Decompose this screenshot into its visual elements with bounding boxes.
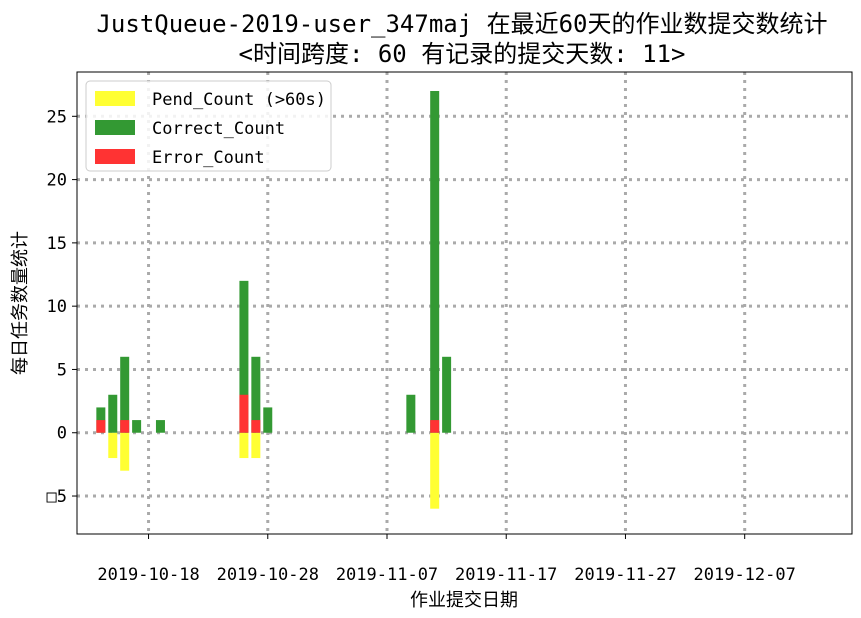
legend-swatch xyxy=(95,149,135,164)
bar-pend-2019-10-26 xyxy=(239,432,249,459)
bar-error-2019-10-26 xyxy=(239,394,249,433)
y-tick-label: 10 xyxy=(47,297,67,317)
y-tick-label: □5 xyxy=(47,487,67,507)
bars xyxy=(96,90,452,509)
x-tick-label: 2019-12-07 xyxy=(694,565,796,585)
bar-pend-2019-10-16 xyxy=(120,432,130,471)
x-tick-label: 2019-10-18 xyxy=(97,565,199,585)
x-axis-label: 作业提交日期 xyxy=(410,590,518,611)
bar-error-2019-10-14 xyxy=(96,420,106,433)
x-tick-label: 2019-11-27 xyxy=(574,565,676,585)
chart-title-line-2: <时间跨度: 60 有记录的提交天数: 11> xyxy=(239,40,686,68)
bar-correct-2019-11-11 xyxy=(430,90,440,433)
chart-title-line-1: JustQueue-2019-user_347maj 在最近60天的作业数提交数… xyxy=(96,10,827,38)
legend-label: Correct_Count xyxy=(152,119,285,139)
legend-box xyxy=(85,80,332,172)
y-tick-label: 20 xyxy=(47,171,67,191)
bar-pend-2019-10-15 xyxy=(108,432,118,459)
axis-ticks: □5 0 5 10 15 20 25 2019-10-18 2019-10-28 2019-11-… xyxy=(47,107,796,585)
bar-correct-2019-10-15 xyxy=(108,394,118,433)
bar-correct-2019-10-26 xyxy=(239,280,249,433)
bar-pend-2019-11-11 xyxy=(430,432,440,509)
legend-swatch xyxy=(95,120,135,135)
x-tick-label: 2019-11-07 xyxy=(336,565,438,585)
legend-label: Error_Count xyxy=(152,148,265,168)
plot-frame xyxy=(76,71,853,535)
y-tick-label: 5 xyxy=(57,360,67,380)
bar-correct-2019-10-16 xyxy=(120,356,130,433)
y-tick-label: 15 xyxy=(47,234,67,254)
bar-error-2019-11-11 xyxy=(430,420,440,433)
legend: Pend_Count (>60s) Correct_Count Error_Coun… xyxy=(85,80,332,172)
bar-correct-2019-11-12 xyxy=(442,356,452,433)
legend-label: Pend_Count (>60s) xyxy=(152,90,326,110)
legend-swatch xyxy=(95,91,135,106)
y-tick-label: 0 xyxy=(57,424,67,444)
bar-correct-2019-11-09 xyxy=(406,394,416,433)
bar-error-2019-10-27 xyxy=(251,420,261,433)
bar-correct-2019-10-17 xyxy=(132,420,142,433)
x-tick-label: 2019-11-17 xyxy=(455,565,557,585)
bar-error-2019-10-16 xyxy=(120,420,130,433)
bar-correct-2019-10-19 xyxy=(155,420,165,433)
bar-pend-2019-10-27 xyxy=(251,432,261,459)
bar-correct-2019-10-28 xyxy=(263,407,273,433)
bar-correct-2019-10-27 xyxy=(251,356,261,433)
chart-title: JustQueue-2019-user_347maj 在最近60天的作业数提交数… xyxy=(96,10,827,68)
y-tick-label: 25 xyxy=(47,107,67,127)
x-tick-label: 2019-10-28 xyxy=(217,565,319,585)
y-axis-label: 每日任务数量统计 xyxy=(10,231,31,375)
